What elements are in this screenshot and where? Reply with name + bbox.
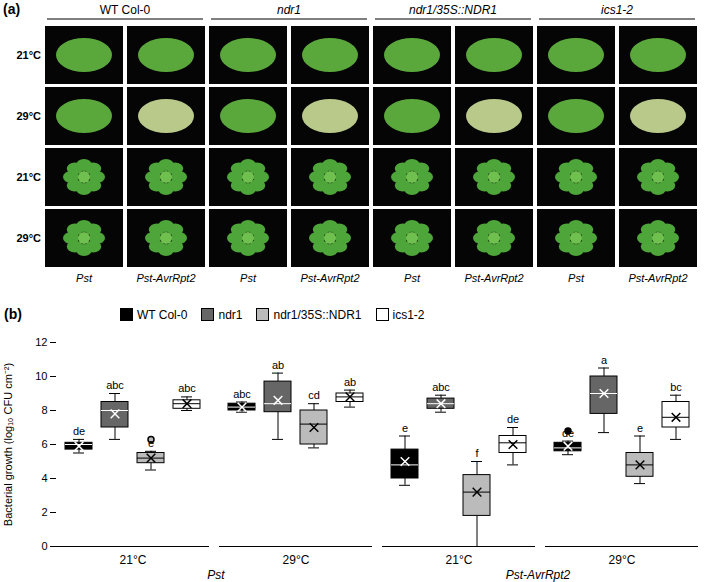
svg-text:21°C: 21°C — [16, 49, 41, 61]
svg-text:21°C: 21°C — [16, 171, 41, 183]
svg-text:Pst-AvrRpt2: Pst-AvrRpt2 — [136, 272, 195, 284]
svg-text:29°C: 29°C — [16, 232, 41, 244]
svg-text:abc: abc — [233, 388, 251, 400]
svg-text:21°C: 21°C — [446, 553, 473, 567]
svg-text:Pst: Pst — [240, 272, 257, 284]
svg-text:ab: ab — [272, 359, 284, 371]
svg-text:WT Col-0: WT Col-0 — [100, 3, 151, 17]
svg-text:29°C: 29°C — [16, 110, 41, 122]
svg-text:(a): (a) — [3, 1, 20, 17]
html-text:(b): (b) — [4, 306, 22, 322]
svg-text:abc: abc — [106, 379, 124, 391]
svg-text:12: 12 — [35, 336, 47, 348]
svg-text:e: e — [402, 422, 408, 434]
html-text:Pst-AvrRpt2: Pst-AvrRpt2 — [505, 568, 571, 582]
svg-text:Pst: Pst — [404, 272, 421, 284]
svg-text:bc: bc — [670, 381, 682, 393]
svg-text:8: 8 — [41, 404, 47, 416]
svg-text:6: 6 — [41, 438, 47, 450]
svg-text:29°C: 29°C — [283, 553, 310, 567]
svg-text:abc: abc — [432, 381, 450, 393]
html-text:ndr1: ndr1 — [218, 308, 243, 322]
svg-text:2: 2 — [41, 506, 47, 518]
html-text:Pst: Pst — [207, 568, 225, 582]
svg-text:ndr1: ndr1 — [277, 3, 301, 17]
svg-text:Bacterial growth (log₁₀ CFU cm: Bacterial growth (log₁₀ CFU cm⁻²) — [2, 363, 14, 526]
svg-text:de: de — [73, 425, 85, 437]
svg-text:e: e — [148, 437, 154, 449]
svg-text:f: f — [475, 447, 479, 459]
svg-text:ics1-2: ics1-2 — [601, 3, 633, 17]
svg-text:10: 10 — [35, 370, 47, 382]
svg-text:0: 0 — [41, 540, 47, 552]
svg-text:de: de — [562, 427, 574, 439]
svg-text:abc: abc — [178, 382, 196, 394]
svg-text:4: 4 — [41, 472, 47, 484]
svg-text:cd: cd — [308, 389, 320, 401]
svg-text:Pst: Pst — [568, 272, 585, 284]
html-text:ics1-2: ics1-2 — [392, 308, 425, 322]
html-text:WT Col-0: WT Col-0 — [137, 308, 188, 322]
svg-text:21°C: 21°C — [120, 553, 147, 567]
svg-text:ndr1/35S::NDR1: ndr1/35S::NDR1 — [409, 3, 497, 17]
svg-text:Pst: Pst — [76, 272, 93, 284]
svg-text:de: de — [507, 413, 519, 425]
svg-text:Pst-AvrRpt2: Pst-AvrRpt2 — [300, 272, 359, 284]
svg-text:ab: ab — [344, 376, 356, 388]
svg-text:29°C: 29°C — [609, 553, 636, 567]
svg-text:a: a — [601, 354, 608, 366]
svg-text:Pst-AvrRpt2: Pst-AvrRpt2 — [628, 272, 687, 284]
svg-text:Pst-AvrRpt2: Pst-AvrRpt2 — [464, 272, 523, 284]
html-text:ndr1/35S::NDR1: ndr1/35S::NDR1 — [273, 308, 362, 322]
svg-text:e: e — [637, 422, 643, 434]
